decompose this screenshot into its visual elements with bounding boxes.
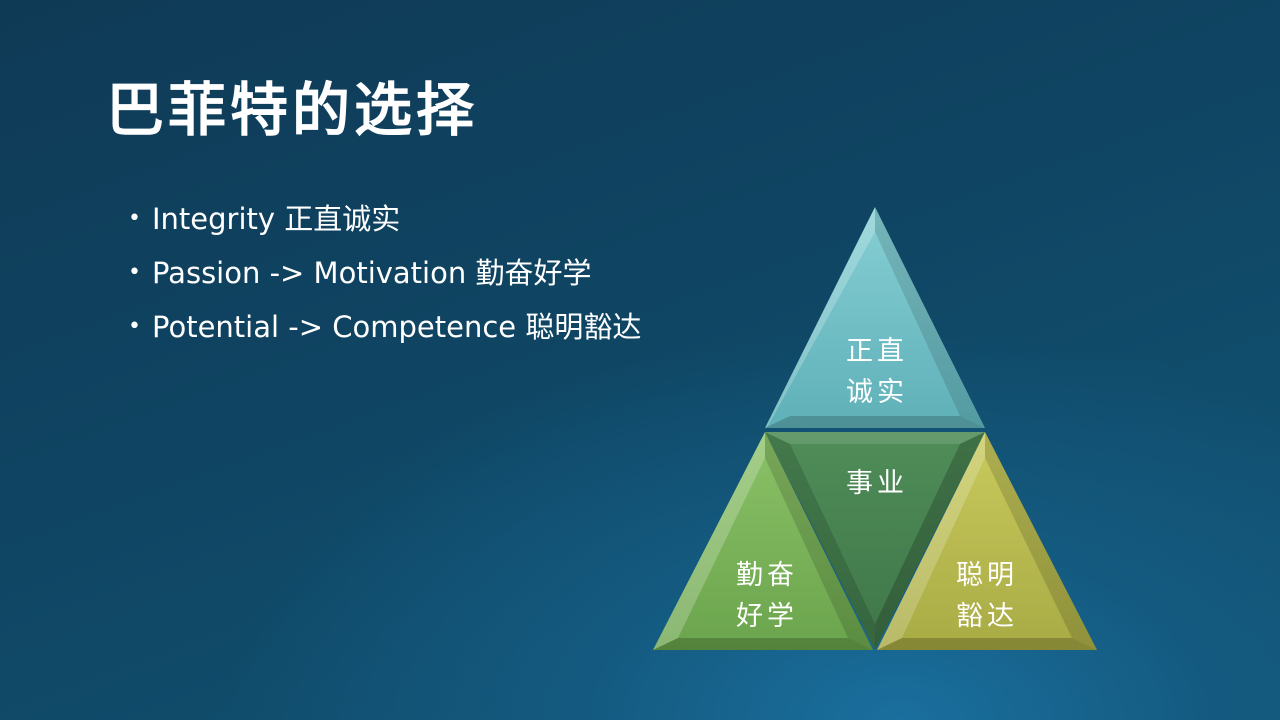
bullet-item-passion: • Passion -> Motivation 勤奋好学 <box>128 246 641 300</box>
triangle-top-line2: 诚实 <box>846 377 908 408</box>
bullet-item-integrity: • Integrity 正直诚实 <box>128 192 641 246</box>
triangle-right-line2: 豁达 <box>956 601 1018 632</box>
triangle-left: 勤奋 好学 <box>653 432 873 650</box>
bullet-item-potential: • Potential -> Competence 聪明豁达 <box>128 300 641 354</box>
triangle-top: 正直 诚实 <box>765 207 985 428</box>
bullet-text: Passion -> Motivation 勤奋好学 <box>152 256 592 290</box>
triangle-right: 聪明 豁达 <box>877 432 1097 650</box>
bullet-icon: • <box>128 206 141 231</box>
triangle-right-line1: 聪明 <box>956 560 1018 591</box>
triangle-left-line2: 好学 <box>736 601 798 632</box>
bullet-text: Potential -> Competence 聪明豁达 <box>152 310 642 344</box>
bullet-icon: • <box>128 314 141 339</box>
triangle-center-label: 事业 <box>846 468 908 499</box>
triangle-top-line1: 正直 <box>846 336 908 367</box>
bullet-list: • Integrity 正直诚实 • Passion -> Motivation… <box>128 192 641 354</box>
bullet-icon: • <box>128 260 141 285</box>
triangle-center: 事业 <box>765 432 985 650</box>
triangle-left-line1: 勤奋 <box>736 560 798 591</box>
slide-title: 巴菲特的选择 <box>106 76 479 144</box>
bullet-text: Integrity 正直诚实 <box>152 202 401 236</box>
